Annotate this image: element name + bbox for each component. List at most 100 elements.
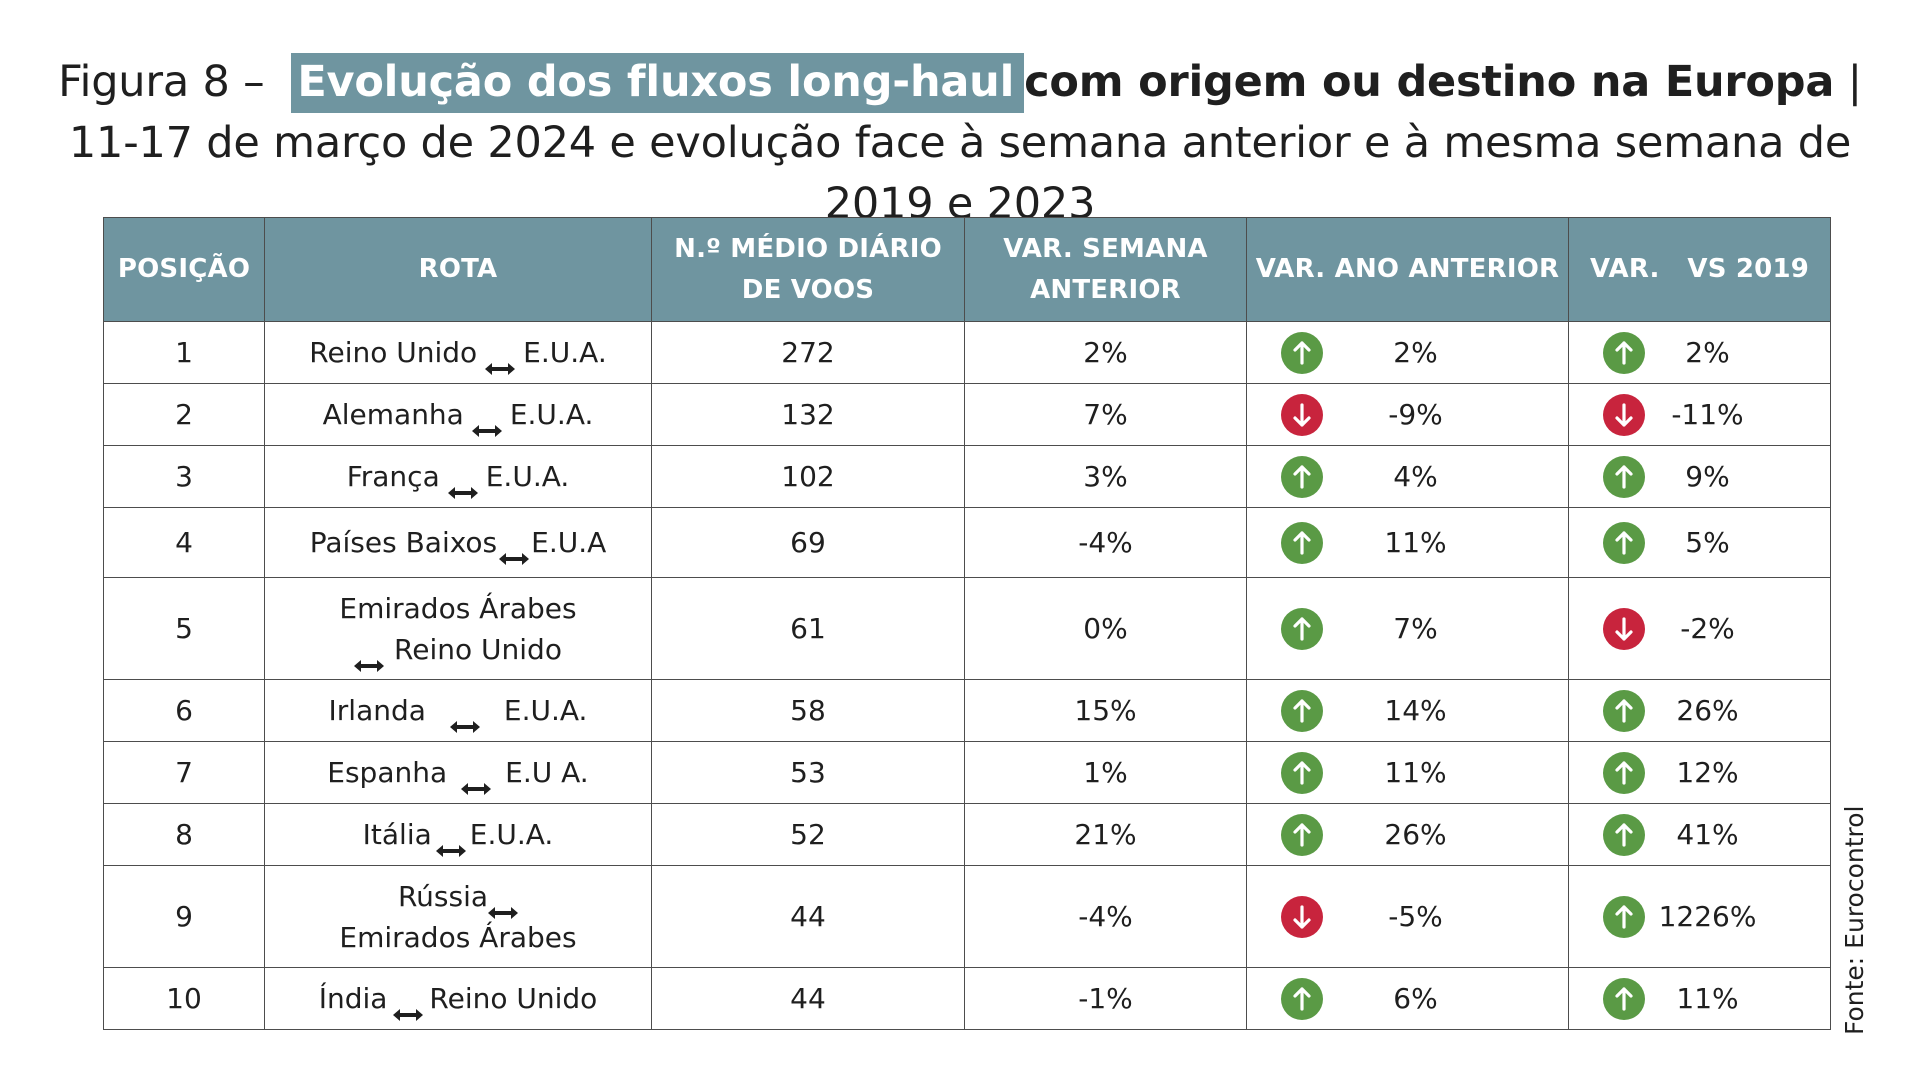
- cell-var-semana: 1%: [964, 741, 1247, 804]
- cell-var-semana: 7%: [964, 383, 1247, 446]
- double-arrow-icon: [435, 828, 466, 857]
- double-arrow-icon: [354, 643, 385, 672]
- cell-posicao: 6: [103, 679, 265, 742]
- double-arrow-icon: [488, 890, 519, 919]
- cell-var-semana: 21%: [964, 803, 1247, 866]
- arrow-up-icon: [1281, 813, 1323, 856]
- cell-rota: Reino Unido E.U.A.: [264, 321, 652, 384]
- arrow-down-icon: [1281, 895, 1323, 938]
- cell-var-semana: -1%: [964, 967, 1247, 1030]
- route-origin: França: [346, 459, 440, 493]
- double-arrow-icon: [449, 704, 480, 733]
- cell-var-2019: -11%: [1568, 383, 1831, 446]
- var-2019-value: 12%: [1676, 755, 1739, 789]
- cell-posicao: 5: [103, 577, 265, 680]
- double-arrow-icon: [393, 992, 424, 1021]
- cell-posicao: 4: [103, 507, 265, 578]
- var-ano-value: 11%: [1384, 755, 1447, 789]
- cell-voos: 69: [651, 507, 965, 578]
- arrow-up-icon: [1281, 521, 1323, 564]
- cell-posicao: 8: [103, 803, 265, 866]
- cell-var-ano: 2%: [1246, 321, 1569, 384]
- cell-rota: Rússia Emirados Árabes: [264, 865, 652, 968]
- header-var-ano: VAR. ANO ANTERIOR: [1246, 217, 1569, 322]
- cell-posicao: 7: [103, 741, 265, 804]
- route-destination: E.U.A.: [469, 817, 554, 851]
- cell-posicao: 1: [103, 321, 265, 384]
- header-voos: N.º MÉDIO DIÁRIO DE VOOS: [651, 217, 965, 322]
- cell-var-2019: 11%: [1568, 967, 1831, 1030]
- table-row: 4 Países Baixos E.U.A 69 -4% 11% 5%: [103, 507, 1831, 578]
- cell-rota: Índia Reino Unido: [264, 967, 652, 1030]
- cell-var-semana: 3%: [964, 445, 1247, 508]
- cell-var-semana: 15%: [964, 679, 1247, 742]
- cell-var-semana: -4%: [964, 507, 1247, 578]
- cell-rota: Alemanha E.U.A.: [264, 383, 652, 446]
- cell-posicao: 3: [103, 445, 265, 508]
- header-rota: ROTA: [264, 217, 652, 322]
- table-row: 10 Índia Reino Unido 44 -1% 6% 11%: [103, 967, 1831, 1030]
- arrow-up-icon: [1281, 751, 1323, 794]
- arrow-up-icon: [1281, 977, 1323, 1020]
- route-origin: Emirados Árabes: [339, 591, 577, 625]
- route-destination: E.U.A.: [503, 693, 588, 727]
- var-ano-value: 14%: [1384, 693, 1447, 727]
- route-origin: Espanha: [327, 755, 448, 789]
- arrow-up-icon: [1281, 331, 1323, 374]
- cell-var-ano: 11%: [1246, 741, 1569, 804]
- cell-var-2019: 2%: [1568, 321, 1831, 384]
- cell-rota: Espanha E.U A.: [264, 741, 652, 804]
- cell-var-ano: -9%: [1246, 383, 1569, 446]
- cell-var-ano: 4%: [1246, 445, 1569, 508]
- header-var-semana: VAR. SEMANA ANTERIOR: [964, 217, 1247, 322]
- figure-title-prefix: Figura 8 –: [58, 57, 265, 107]
- cell-var-2019: 41%: [1568, 803, 1831, 866]
- table-row: 9 Rússia Emirados Árabes 44 -4% -5% 1226…: [103, 865, 1831, 968]
- route-origin: Reino Unido: [309, 335, 478, 369]
- cell-var-2019: 26%: [1568, 679, 1831, 742]
- double-arrow-icon: [471, 408, 502, 437]
- cell-posicao: 2: [103, 383, 265, 446]
- cell-rota: Países Baixos E.U.A: [264, 507, 652, 578]
- cell-var-semana: 0%: [964, 577, 1247, 680]
- header-posicao: POSIÇÃO: [103, 217, 265, 322]
- cell-var-semana: -4%: [964, 865, 1247, 968]
- arrow-down-icon: [1603, 607, 1645, 650]
- arrow-up-icon: [1603, 977, 1645, 1020]
- table-row: 1 Reino Unido E.U.A. 272 2% 2% 2%: [103, 321, 1831, 384]
- figure-title-highlight: Evolução dos fluxos long-haul: [291, 53, 1025, 113]
- arrow-up-icon: [1281, 607, 1323, 650]
- arrow-up-icon: [1603, 689, 1645, 732]
- arrow-up-icon: [1603, 455, 1645, 498]
- route-origin: Alemanha: [322, 397, 464, 431]
- arrow-up-icon: [1603, 331, 1645, 374]
- var-2019-value: 41%: [1676, 817, 1739, 851]
- arrow-up-icon: [1603, 895, 1645, 938]
- cell-posicao: 10: [103, 967, 265, 1030]
- cell-voos: 44: [651, 967, 965, 1030]
- cell-voos: 272: [651, 321, 965, 384]
- cell-rota: Itália E.U.A.: [264, 803, 652, 866]
- table-row: 2 Alemanha E.U.A. 132 7% -9% -11%: [103, 383, 1831, 446]
- double-arrow-icon: [499, 536, 530, 565]
- table-body: 1 Reino Unido E.U.A. 272 2% 2% 2% 2 Alema…: [103, 321, 1831, 1030]
- var-ano-value: 6%: [1393, 981, 1438, 1015]
- cell-var-2019: 1226%: [1568, 865, 1831, 968]
- arrow-up-icon: [1603, 813, 1645, 856]
- route-origin: Irlanda: [328, 693, 426, 727]
- figure-title: Figura 8 – Evolução dos fluxos long-haul…: [40, 52, 1880, 235]
- var-ano-value: -5%: [1388, 899, 1443, 933]
- source-note: Fonte: Eurocontrol: [1840, 805, 1869, 1035]
- arrow-up-icon: [1281, 689, 1323, 732]
- routes-table: POSIÇÃO ROTA N.º MÉDIO DIÁRIO DE VOOS VA…: [103, 217, 1831, 1030]
- cell-posicao: 9: [103, 865, 265, 968]
- var-ano-value: -9%: [1388, 397, 1443, 431]
- double-arrow-icon: [485, 346, 516, 375]
- route-origin: Índia: [318, 981, 388, 1015]
- header-var-semana-line1: VAR. SEMANA: [1003, 233, 1208, 264]
- cell-voos: 132: [651, 383, 965, 446]
- cell-var-ano: 7%: [1246, 577, 1569, 680]
- var-2019-value: 11%: [1676, 981, 1739, 1015]
- route-destination: E.U A.: [505, 755, 589, 789]
